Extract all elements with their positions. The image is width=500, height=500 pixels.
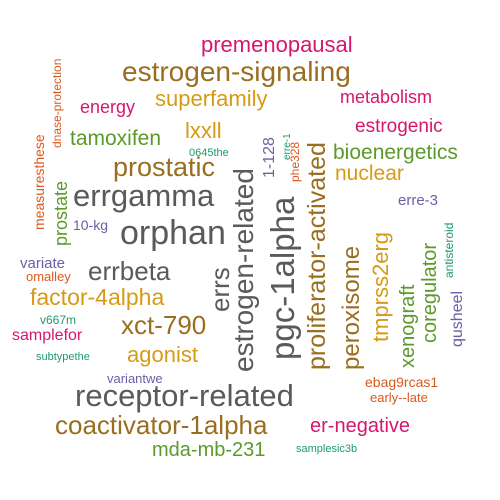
word: antisteroid <box>442 222 456 278</box>
word: qusheel <box>449 290 466 347</box>
word: premenopausal <box>201 32 353 57</box>
word: v667m <box>40 313 77 327</box>
word: errbeta <box>88 256 171 286</box>
word: energy <box>80 97 136 117</box>
word: samplefor <box>12 327 83 344</box>
word: 0645the <box>189 147 229 159</box>
word: 10-kg <box>73 217 109 233</box>
word: metabolism <box>340 87 433 107</box>
word: variate <box>20 255 66 272</box>
word: samplesic3b <box>296 443 358 455</box>
word: receptor-related <box>75 378 294 413</box>
word: proliferator-activated <box>303 142 331 370</box>
word: orphan <box>120 214 226 252</box>
word: erre-1 <box>282 133 293 160</box>
word: lxxll <box>185 118 222 143</box>
word: coactivator-1alpha <box>55 410 268 440</box>
word: prostate <box>51 180 71 246</box>
word: tamoxifen <box>70 127 162 150</box>
word: nuclear <box>335 162 404 185</box>
word: estrogen-related <box>228 168 259 372</box>
word: measuresthese <box>31 134 47 230</box>
word: ebag9rcas1 <box>365 374 439 390</box>
word: estrogen-signaling <box>122 56 351 87</box>
word: omalley <box>26 269 71 284</box>
word: variantwe <box>107 371 163 386</box>
word: estrogenic <box>355 116 443 137</box>
word: peroxisome <box>338 245 365 370</box>
word: early--late <box>370 390 428 405</box>
word: agonist <box>127 342 198 367</box>
word: factor-4alpha <box>30 284 165 310</box>
word: bioenergetics <box>333 141 458 164</box>
word: xct-790 <box>121 310 207 340</box>
word: 1-128 <box>261 137 278 178</box>
word: pgc-1alpha <box>264 196 301 360</box>
word: errgamma <box>73 178 215 213</box>
word: er-negative <box>310 415 411 437</box>
word: erre-3 <box>398 192 439 209</box>
word: tmprss2erg <box>368 231 393 342</box>
word: mda-mb-231 <box>152 439 266 461</box>
word: coregulator <box>419 242 441 343</box>
word: prostatic <box>113 152 216 182</box>
word: dnase-protection <box>50 58 64 148</box>
word: superfamily <box>155 86 268 111</box>
word: xenograft <box>397 284 419 368</box>
word: subtypethe <box>36 351 90 363</box>
